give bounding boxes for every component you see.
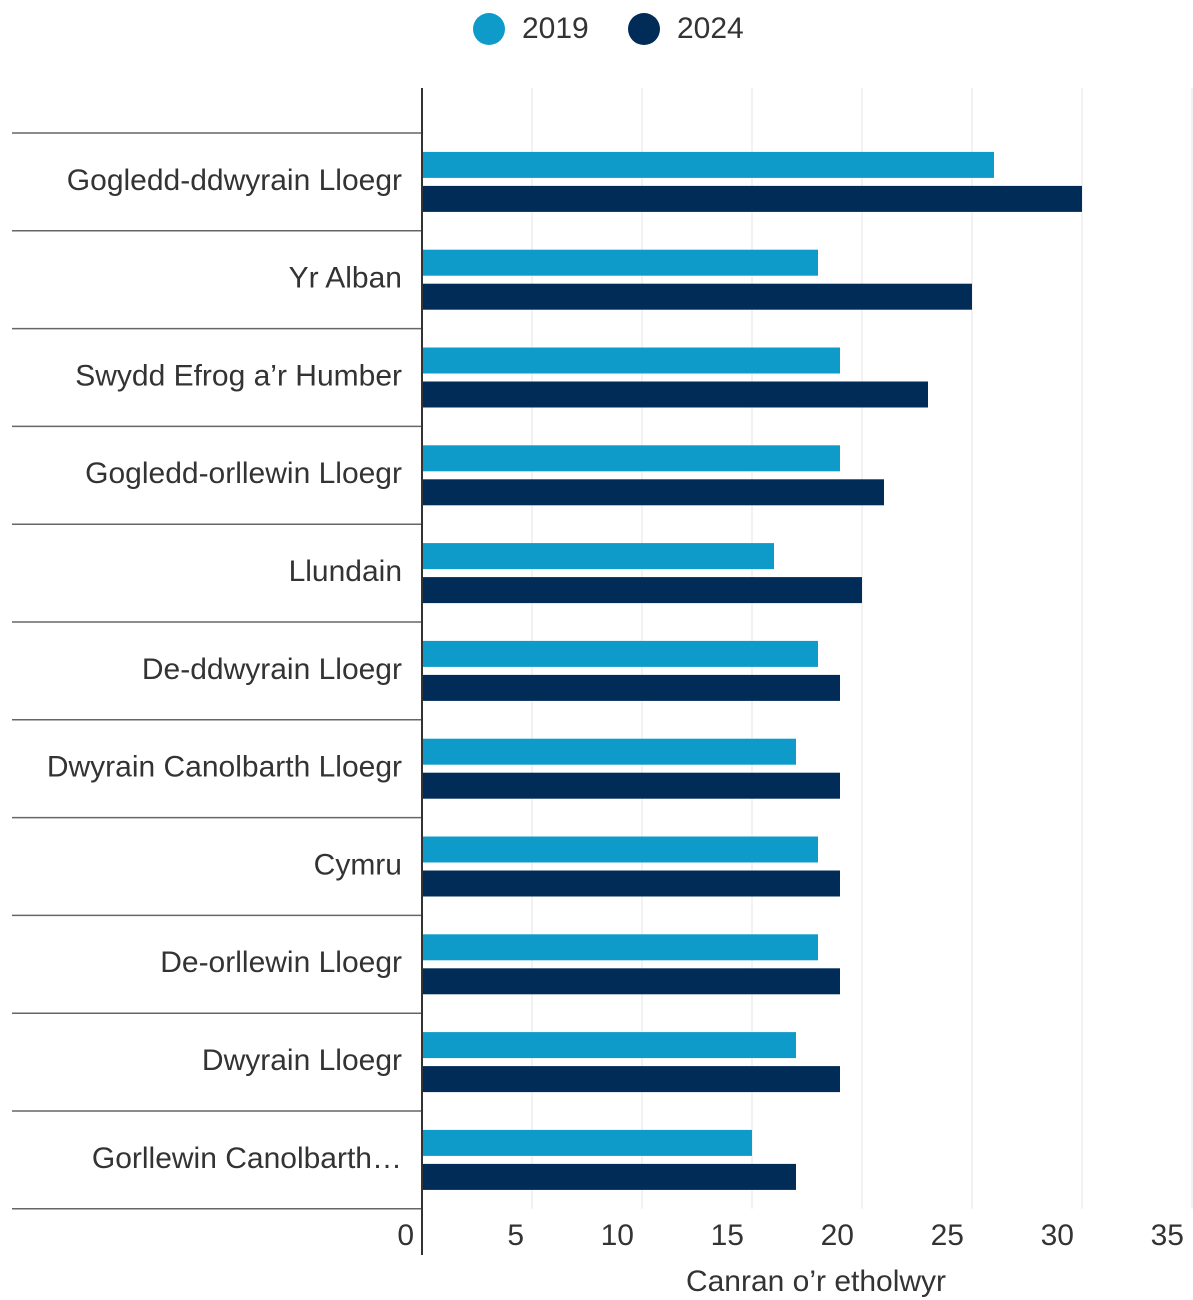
bar <box>422 836 818 863</box>
bar <box>422 1032 796 1059</box>
category-label: Dwyrain Lloegr <box>202 1044 402 1077</box>
bar <box>422 347 840 374</box>
bar <box>422 283 972 310</box>
bar <box>422 1129 752 1156</box>
bar <box>422 870 840 897</box>
category-label: Gorllewin Canolbarth… <box>92 1142 402 1175</box>
legend-label: 2019 <box>522 12 589 45</box>
category-label: Cymru <box>314 848 402 881</box>
x-tick-label: 25 <box>931 1219 964 1252</box>
legend-label: 2024 <box>677 12 744 45</box>
category-label: Gogledd-orllewin Lloegr <box>85 457 402 490</box>
category-label: De-orllewin Lloegr <box>160 946 402 979</box>
category-label: Dwyrain Canolbarth Lloegr <box>47 751 402 784</box>
category-label: Yr Alban <box>289 262 402 295</box>
bar <box>422 738 796 765</box>
bar <box>422 968 840 995</box>
x-tick-label: 30 <box>1041 1219 1074 1252</box>
bar <box>422 577 862 604</box>
category-label: Swydd Efrog a’r Humber <box>75 359 402 392</box>
bar <box>422 1066 840 1093</box>
bar <box>422 185 1082 212</box>
x-tick-label: 5 <box>507 1219 524 1252</box>
bar <box>422 445 840 472</box>
x-axis-title: Canran o’r etholwyr <box>686 1265 946 1298</box>
bar <box>422 640 818 667</box>
x-tick-label: 35 <box>1151 1219 1184 1252</box>
bar <box>422 249 818 276</box>
category-label: Gogledd-ddwyrain Lloegr <box>67 164 402 197</box>
bar <box>422 479 884 506</box>
category-label: De-ddwyrain Lloegr <box>142 653 402 686</box>
bar <box>422 543 774 570</box>
legend-swatch <box>628 13 660 45</box>
legend-swatch <box>473 13 505 45</box>
bar <box>422 151 994 178</box>
category-label: Llundain <box>289 555 402 588</box>
bar <box>422 674 840 701</box>
bar <box>422 772 840 799</box>
x-tick-label: 10 <box>601 1219 634 1252</box>
x-tick-label: 15 <box>711 1219 744 1252</box>
bar <box>422 1163 796 1190</box>
x-tick-label: 20 <box>821 1219 854 1252</box>
bar <box>422 934 818 961</box>
bar <box>422 381 928 408</box>
x-tick-label: 0 <box>397 1219 414 1252</box>
